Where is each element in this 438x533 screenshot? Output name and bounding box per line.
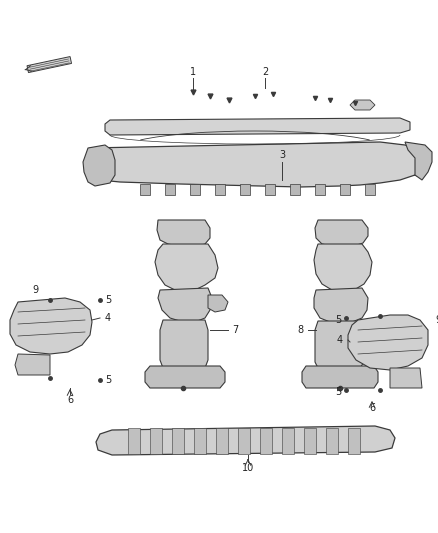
Text: 6: 6 [67,395,73,405]
Polygon shape [314,244,372,292]
Polygon shape [315,184,325,195]
Polygon shape [282,428,294,454]
Text: 2: 2 [262,67,268,77]
Text: 5: 5 [335,387,341,397]
Polygon shape [348,428,360,454]
Polygon shape [158,288,212,322]
Polygon shape [340,184,350,195]
Polygon shape [238,428,250,454]
Polygon shape [140,184,150,195]
Polygon shape [105,118,410,135]
Polygon shape [145,366,225,388]
Polygon shape [326,428,338,454]
Polygon shape [10,298,92,354]
Text: 4: 4 [105,313,111,323]
Polygon shape [365,184,375,195]
Circle shape [414,164,422,172]
Text: 5: 5 [105,295,111,305]
Polygon shape [15,354,50,375]
Circle shape [370,438,378,447]
Polygon shape [390,368,422,388]
Polygon shape [348,315,428,370]
Text: 5: 5 [335,315,341,325]
Polygon shape [405,142,432,180]
Polygon shape [215,184,225,195]
Polygon shape [128,428,140,454]
Text: 3: 3 [279,150,285,160]
Polygon shape [302,366,378,388]
Polygon shape [290,184,300,195]
Polygon shape [27,56,71,72]
Polygon shape [88,142,425,187]
Polygon shape [83,145,115,186]
Polygon shape [265,184,275,195]
Polygon shape [155,244,218,292]
Polygon shape [172,428,184,454]
Polygon shape [315,321,364,368]
Polygon shape [315,220,368,246]
Text: 9: 9 [32,285,38,295]
Text: 10: 10 [242,463,254,473]
Text: 1: 1 [190,67,196,77]
Text: 5: 5 [105,375,111,385]
Polygon shape [208,295,228,312]
Polygon shape [260,428,272,454]
Polygon shape [96,426,395,455]
Polygon shape [190,184,200,195]
Text: 6: 6 [369,403,375,413]
Circle shape [410,160,426,176]
Polygon shape [240,184,250,195]
Polygon shape [160,320,208,368]
Polygon shape [314,288,368,323]
Text: 9: 9 [435,315,438,325]
Polygon shape [304,428,316,454]
Text: 8: 8 [297,325,303,335]
Text: 7: 7 [232,325,238,335]
Polygon shape [216,428,228,454]
Polygon shape [157,220,210,246]
Polygon shape [194,428,206,454]
Polygon shape [165,184,175,195]
Polygon shape [150,428,162,454]
Polygon shape [350,100,375,110]
Text: 4: 4 [337,335,343,345]
